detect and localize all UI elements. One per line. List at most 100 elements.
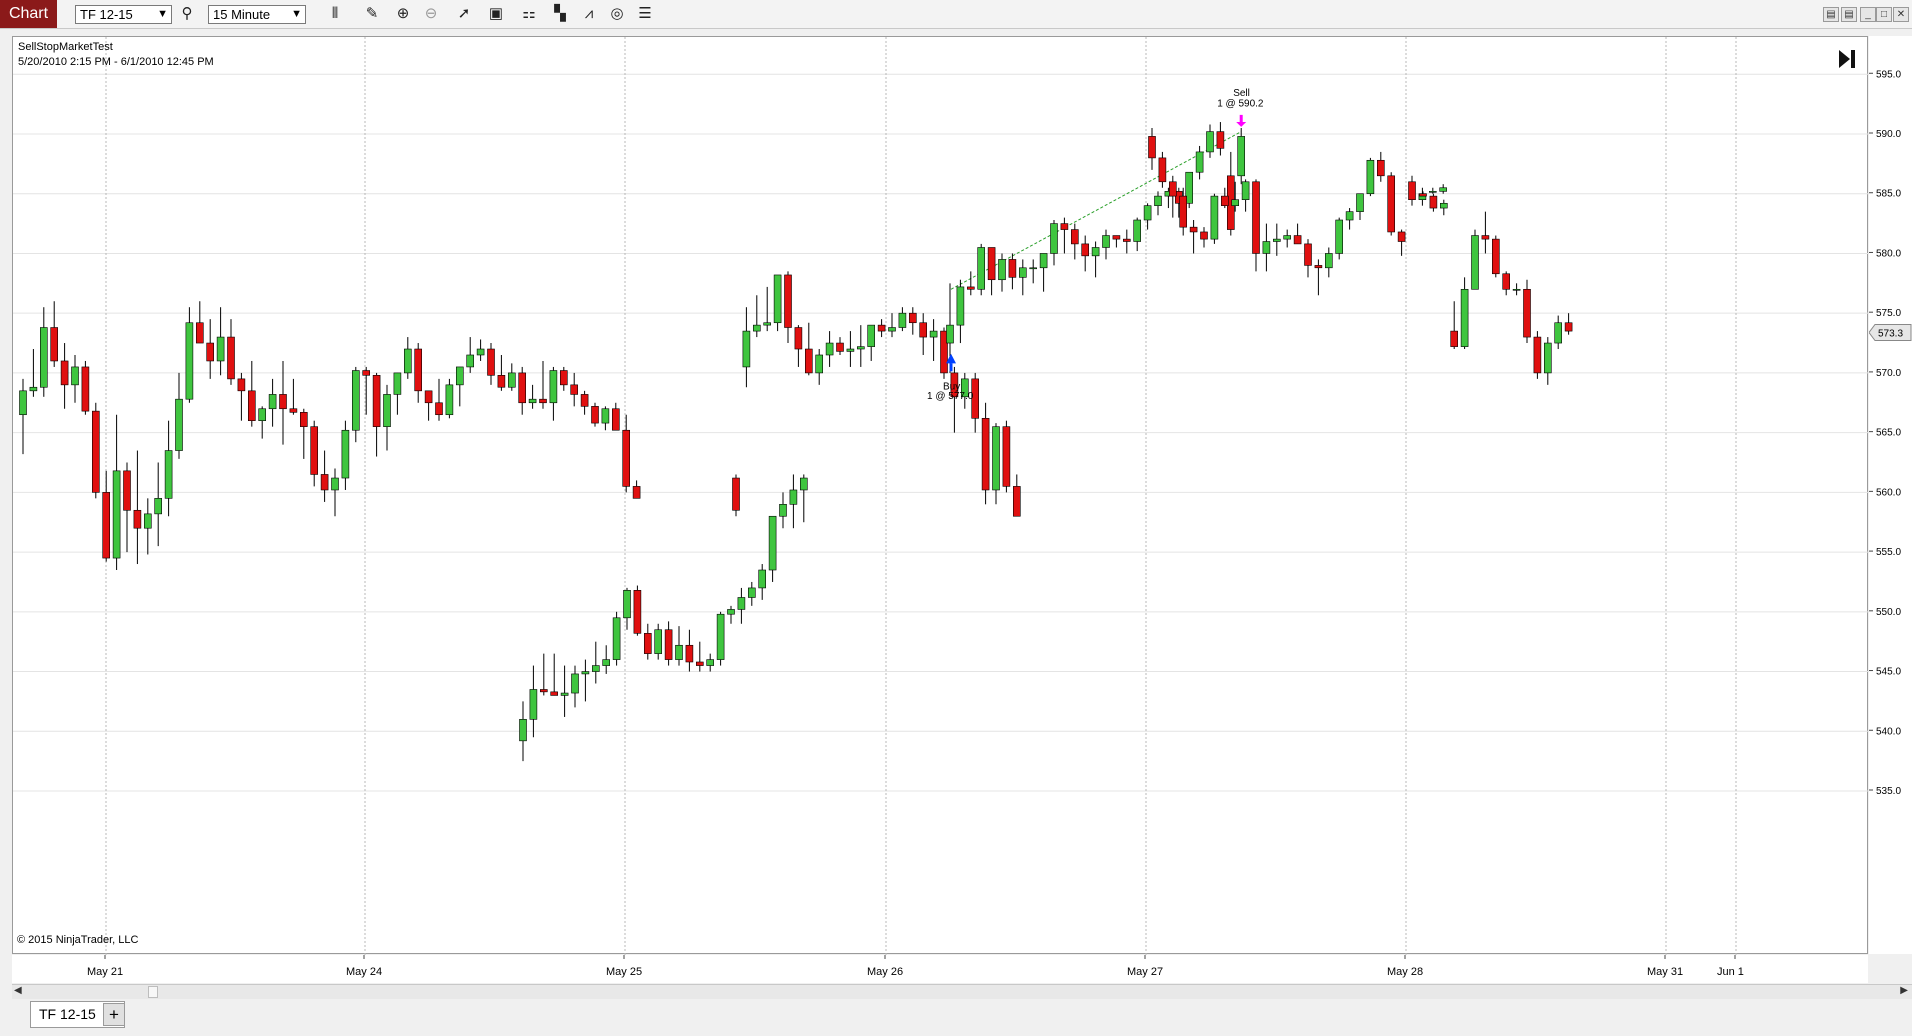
candle-body <box>956 286 965 326</box>
candle-body <box>1325 253 1333 269</box>
add-tab-button[interactable]: + <box>103 1003 125 1026</box>
candle-body <box>1450 330 1458 347</box>
scroll-thumb[interactable] <box>148 986 158 998</box>
scroll-left-icon[interactable]: ◀ <box>14 985 22 996</box>
indicator-icon[interactable]: ▚ <box>554 5 566 22</box>
candle-body <box>779 504 787 517</box>
zoom-out-icon[interactable]: ⊖ <box>424 5 438 22</box>
candle <box>1102 229 1110 260</box>
pencil-icon[interactable]: ✎ <box>365 5 379 22</box>
candle <box>836 337 844 355</box>
candle <box>1081 235 1089 272</box>
candle <box>950 366 959 433</box>
candle-body <box>81 366 90 412</box>
candle <box>987 247 996 296</box>
candle-body <box>216 336 225 362</box>
bar-style-icon[interactable]: ⫴ <box>331 5 339 22</box>
candle-body <box>1081 243 1089 257</box>
candle <box>1419 191 1427 197</box>
candle-body <box>1241 181 1250 200</box>
candle-body <box>299 412 308 427</box>
candle-body <box>773 274 782 324</box>
minimize-button[interactable]: _ <box>1860 7 1876 22</box>
price-axis[interactable]: 535.0 540.0 545.0 550.0 555.0 560.0 565.0 570.0… <box>1869 36 1912 954</box>
candle-body <box>1419 193 1427 197</box>
candle-body <box>559 370 568 386</box>
close-button[interactable]: ✕ <box>1893 7 1909 22</box>
chart-panel[interactable]: Buy 1 @ 577.0 Sell 1 @ 590.2 SellStopMarket… <box>12 36 1869 955</box>
list-icon[interactable]: ☰ <box>638 5 652 22</box>
strategy-icon[interactable]: ⚏ <box>522 5 536 22</box>
cascade-icon[interactable]: ▤ <box>1841 7 1857 22</box>
candle-body <box>351 370 360 431</box>
candle-body <box>888 327 896 332</box>
candle-body <box>362 370 371 376</box>
scroll-to-end-icon[interactable] <box>1836 48 1858 70</box>
candle-body <box>1148 136 1156 159</box>
chevron-down-icon: ▼ <box>291 8 302 20</box>
candle-body <box>403 348 412 374</box>
candle-body <box>591 406 599 424</box>
instrument-tab-bar: TF 12-15 + <box>0 999 1912 1036</box>
candle-body <box>732 477 740 511</box>
data-box-icon[interactable]: ▣ <box>488 5 504 22</box>
candle <box>1029 259 1038 284</box>
time-tick-label: May 27 <box>1127 966 1163 978</box>
pointer-icon[interactable]: ➚ <box>457 5 471 22</box>
copyright: © 2015 NinjaTrader, LLC <box>17 934 139 946</box>
candle-body <box>279 394 287 410</box>
properties-icon[interactable]: ◎ <box>610 5 624 22</box>
buy-arrow-shaft <box>949 363 953 372</box>
candle <box>351 366 360 443</box>
zoom-in-icon[interactable]: ⊕ <box>396 5 410 22</box>
candle <box>1397 229 1406 256</box>
candle-body <box>1210 195 1219 240</box>
candle-body <box>539 689 548 693</box>
candle <box>737 587 746 624</box>
candle-body <box>466 354 475 368</box>
horizontal-scrollbar[interactable]: ◀ ▶ <box>12 984 1912 999</box>
tile-icon[interactable]: ▤ <box>1823 7 1839 22</box>
candle <box>435 378 443 421</box>
search-icon[interactable]: ⚲ <box>181 5 193 22</box>
candle <box>1523 279 1531 344</box>
chart-tab[interactable]: Chart <box>0 0 57 28</box>
time-tick-label: May 26 <box>867 966 903 978</box>
candle <box>476 339 485 361</box>
candle-body <box>19 390 27 416</box>
candle-body <box>580 394 589 407</box>
candle-body <box>1206 131 1214 153</box>
candle <box>1133 217 1141 252</box>
scroll-right-icon[interactable]: ▶ <box>1900 985 1908 996</box>
candle <box>1018 259 1027 296</box>
sell-fill-label: 1 @ 590.2 <box>1217 99 1264 110</box>
price-tick-label: 545.0 <box>1876 667 1901 678</box>
candle <box>998 253 1006 292</box>
candle <box>393 372 402 415</box>
interval-selector[interactable]: 15 Minute ▼ <box>208 5 306 24</box>
current-price-marker <box>1869 323 1912 341</box>
candle <box>71 354 79 403</box>
candle-body <box>528 398 537 404</box>
drawing-tools-icon[interactable]: ⩘ <box>584 5 594 22</box>
strategy-name: SellStopMarketTest <box>18 41 113 53</box>
time-axis[interactable]: May 21 May 24 May 25 May 26 May 27 May 28 May … <box>12 955 1868 983</box>
candle-body <box>1221 195 1229 206</box>
candle <box>571 665 579 708</box>
candle <box>1335 217 1343 260</box>
instrument-selector[interactable]: TF 12-15 ▼ <box>75 5 172 24</box>
candle <box>789 474 798 529</box>
time-tick-label: May 21 <box>87 966 123 978</box>
candle-body <box>1293 235 1302 245</box>
candle <box>1237 128 1245 185</box>
candle <box>372 372 381 457</box>
candle <box>1429 193 1438 212</box>
candle-body <box>946 324 954 344</box>
candle-body <box>1029 267 1038 270</box>
candle-body <box>1283 235 1291 240</box>
candle <box>60 343 69 409</box>
maximize-button[interactable]: □ <box>1876 7 1892 22</box>
sell-arrow-shaft <box>1239 114 1243 123</box>
candle <box>1210 193 1219 244</box>
